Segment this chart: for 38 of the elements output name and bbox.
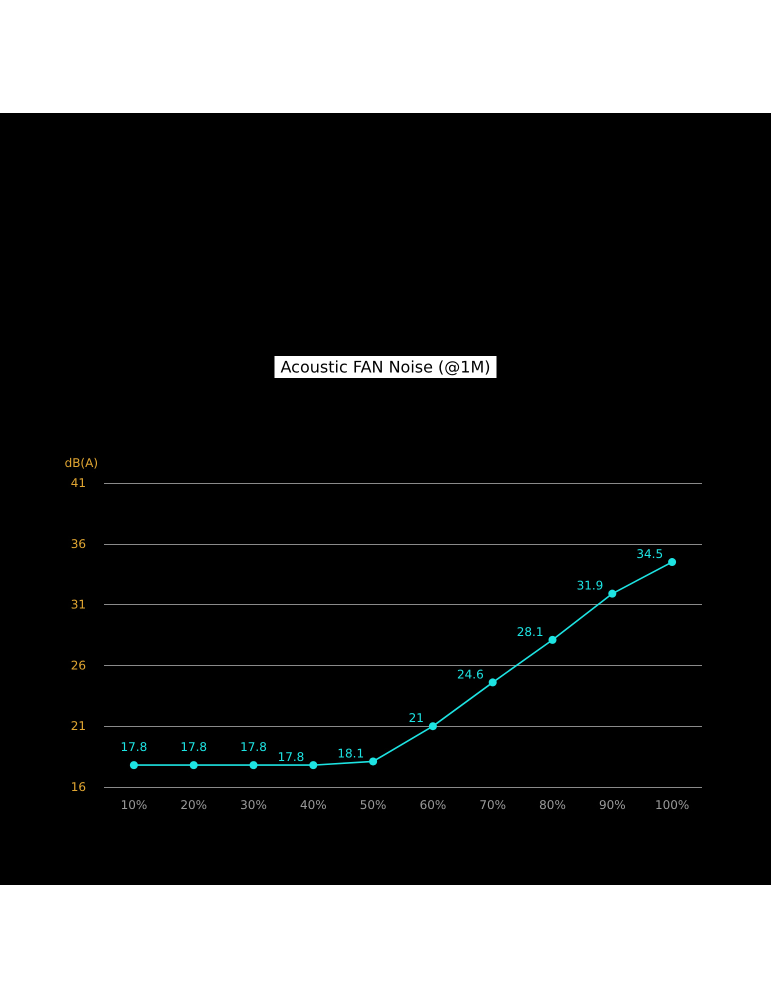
point [369,757,378,766]
y-tick-label: 41 [70,476,86,490]
y-tick-label: 26 [70,658,86,672]
data-label: 17.8 [240,740,267,754]
data-label: 28.1 [516,624,544,639]
y-tick-label: 21 [70,719,86,734]
data-label: 34.5 [636,547,664,562]
point [309,761,318,770]
point [548,636,556,644]
x-tick-label: 30% [240,798,267,812]
data-label: 17.8 [120,740,148,754]
chart-title: Acoustic FAN Noise (@1M) [280,358,490,376]
y-tick-label: 36 [70,536,86,551]
x-tick-label: 100% [654,798,690,812]
x-tick-label: 50% [360,798,386,812]
data-label: 18.1 [337,746,364,760]
x-tick-label: 90% [598,798,626,812]
data-label: 31.9 [576,578,604,593]
data-label: 17.8 [180,740,208,754]
point [130,761,138,770]
x-tick-label: 40% [300,798,327,812]
data-label: 24.6 [456,667,484,682]
point [428,722,437,730]
y-tick-label: 31 [70,598,86,612]
x-tick-label: 70% [479,798,506,812]
point [668,558,676,566]
x-tick-label: 80% [539,798,566,812]
x-tick-label: 20% [180,798,208,812]
point [190,761,198,770]
point [488,678,497,686]
point [250,761,258,770]
point [608,590,616,598]
y-axis-title: dB(A) [64,456,98,470]
x-tick-label: 10% [120,798,148,812]
data-label: 17.8 [278,750,304,764]
data-label: 21 [408,711,424,726]
x-tick-label: 60% [420,798,446,812]
y-tick-label: 16 [70,780,86,794]
